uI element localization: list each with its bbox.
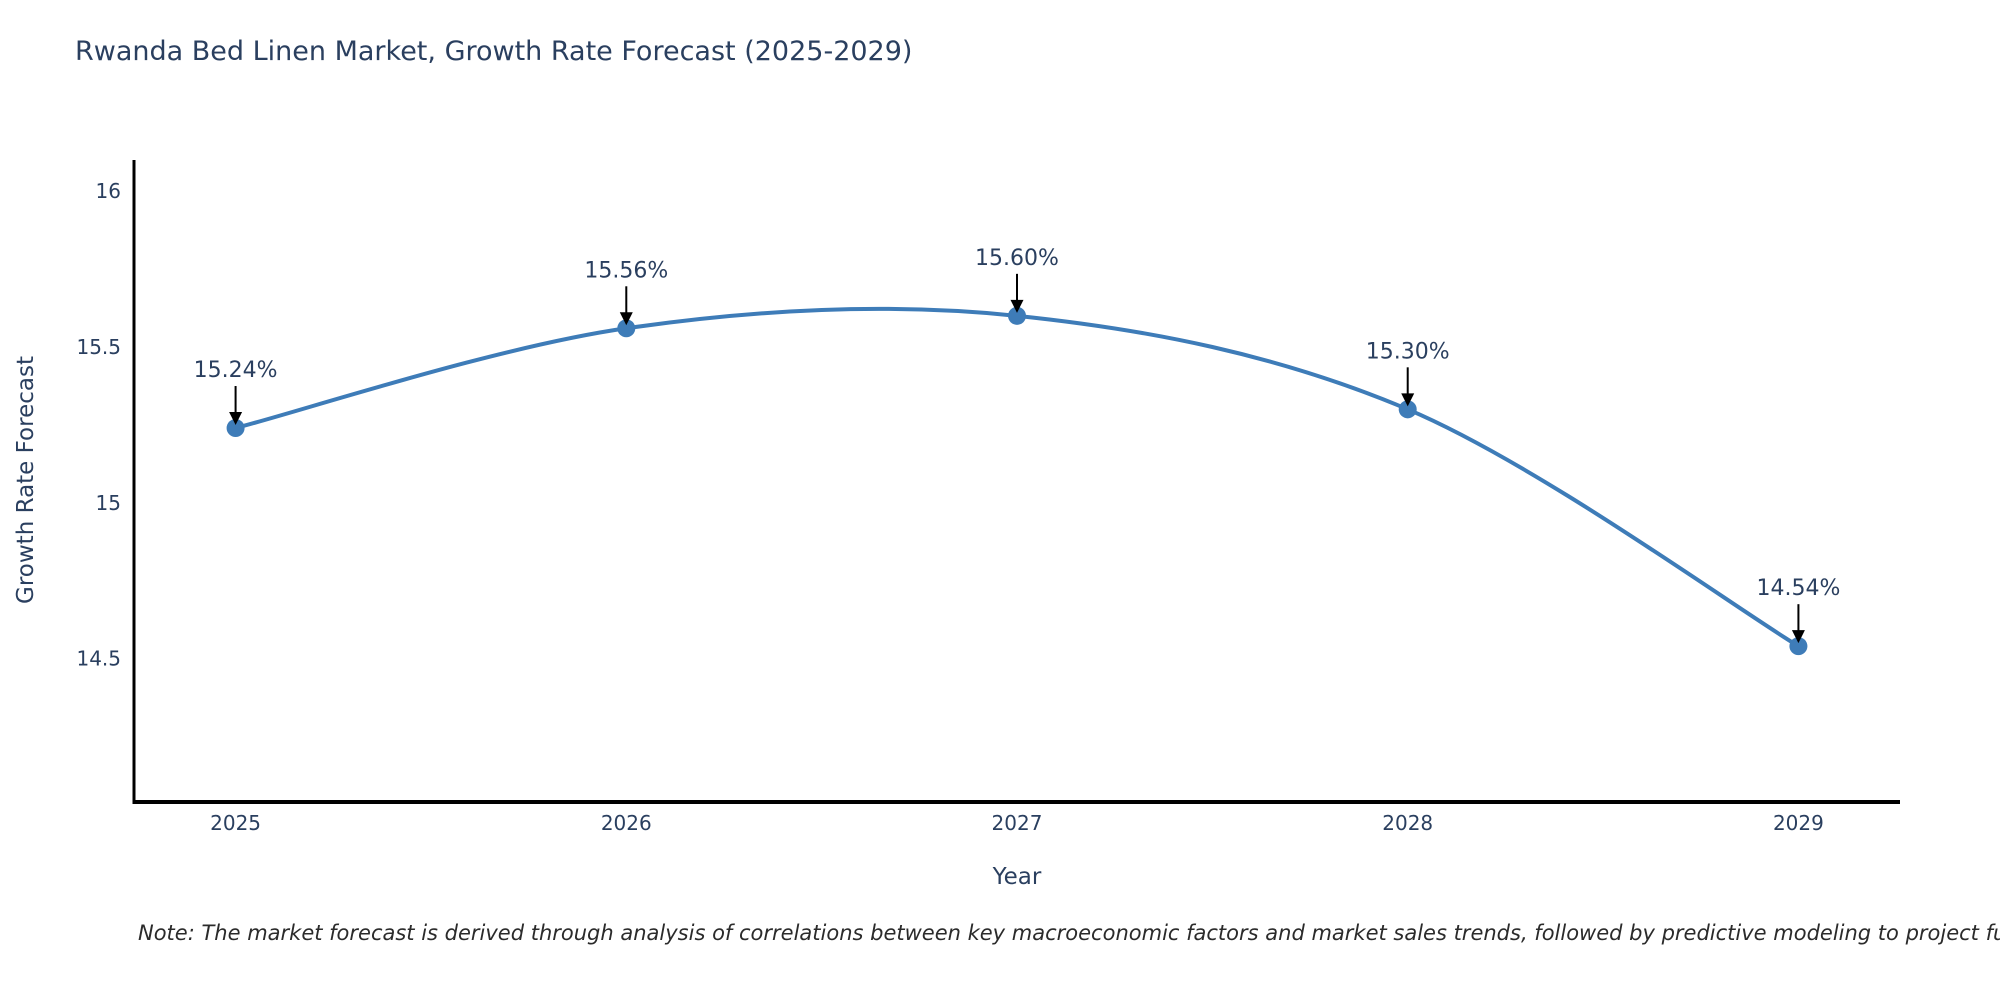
annotation-arrow-head	[1010, 299, 1024, 313]
point-annotation-label: 15.56%	[584, 258, 668, 283]
chart-note: Note: The market forecast is derived thr…	[138, 921, 2000, 945]
annotation-arrow-head	[1791, 630, 1805, 644]
point-annotation-label: 14.54%	[1756, 576, 1840, 601]
data-point-marker	[1789, 637, 1808, 656]
annotation-arrow-head	[619, 312, 633, 326]
x-tick-label: 2025	[210, 811, 261, 835]
x-tick-label: 2026	[601, 811, 652, 835]
point-annotation-label: 15.60%	[975, 246, 1059, 271]
point-annotation-label: 15.30%	[1366, 339, 1450, 364]
y-tick-label: 14.5	[76, 647, 121, 671]
x-axis-title: Year	[992, 864, 1042, 890]
chart-title: Rwanda Bed Linen Market, Growth Rate For…	[75, 36, 913, 67]
x-tick-label: 2028	[1382, 811, 1433, 835]
data-point-marker	[1398, 400, 1417, 419]
data-point-marker	[226, 419, 245, 438]
data-point-marker	[1008, 306, 1026, 325]
annotation-arrow-head	[229, 412, 243, 426]
y-tick-label: 16	[96, 179, 121, 203]
y-tick-label: 15.5	[76, 335, 121, 359]
forecast-spline-line	[233, 306, 1801, 649]
x-tick-label: 2029	[1773, 811, 1824, 835]
x-tick-label: 2027	[992, 811, 1043, 835]
y-tick-label: 15	[96, 491, 121, 515]
annotation-arrow-head	[1401, 393, 1415, 407]
data-point-marker	[617, 319, 636, 338]
point-annotation-label: 15.24%	[194, 358, 278, 383]
